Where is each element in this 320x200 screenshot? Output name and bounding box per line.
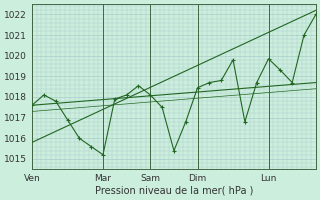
X-axis label: Pression niveau de la mer( hPa ): Pression niveau de la mer( hPa ) [95,186,253,196]
